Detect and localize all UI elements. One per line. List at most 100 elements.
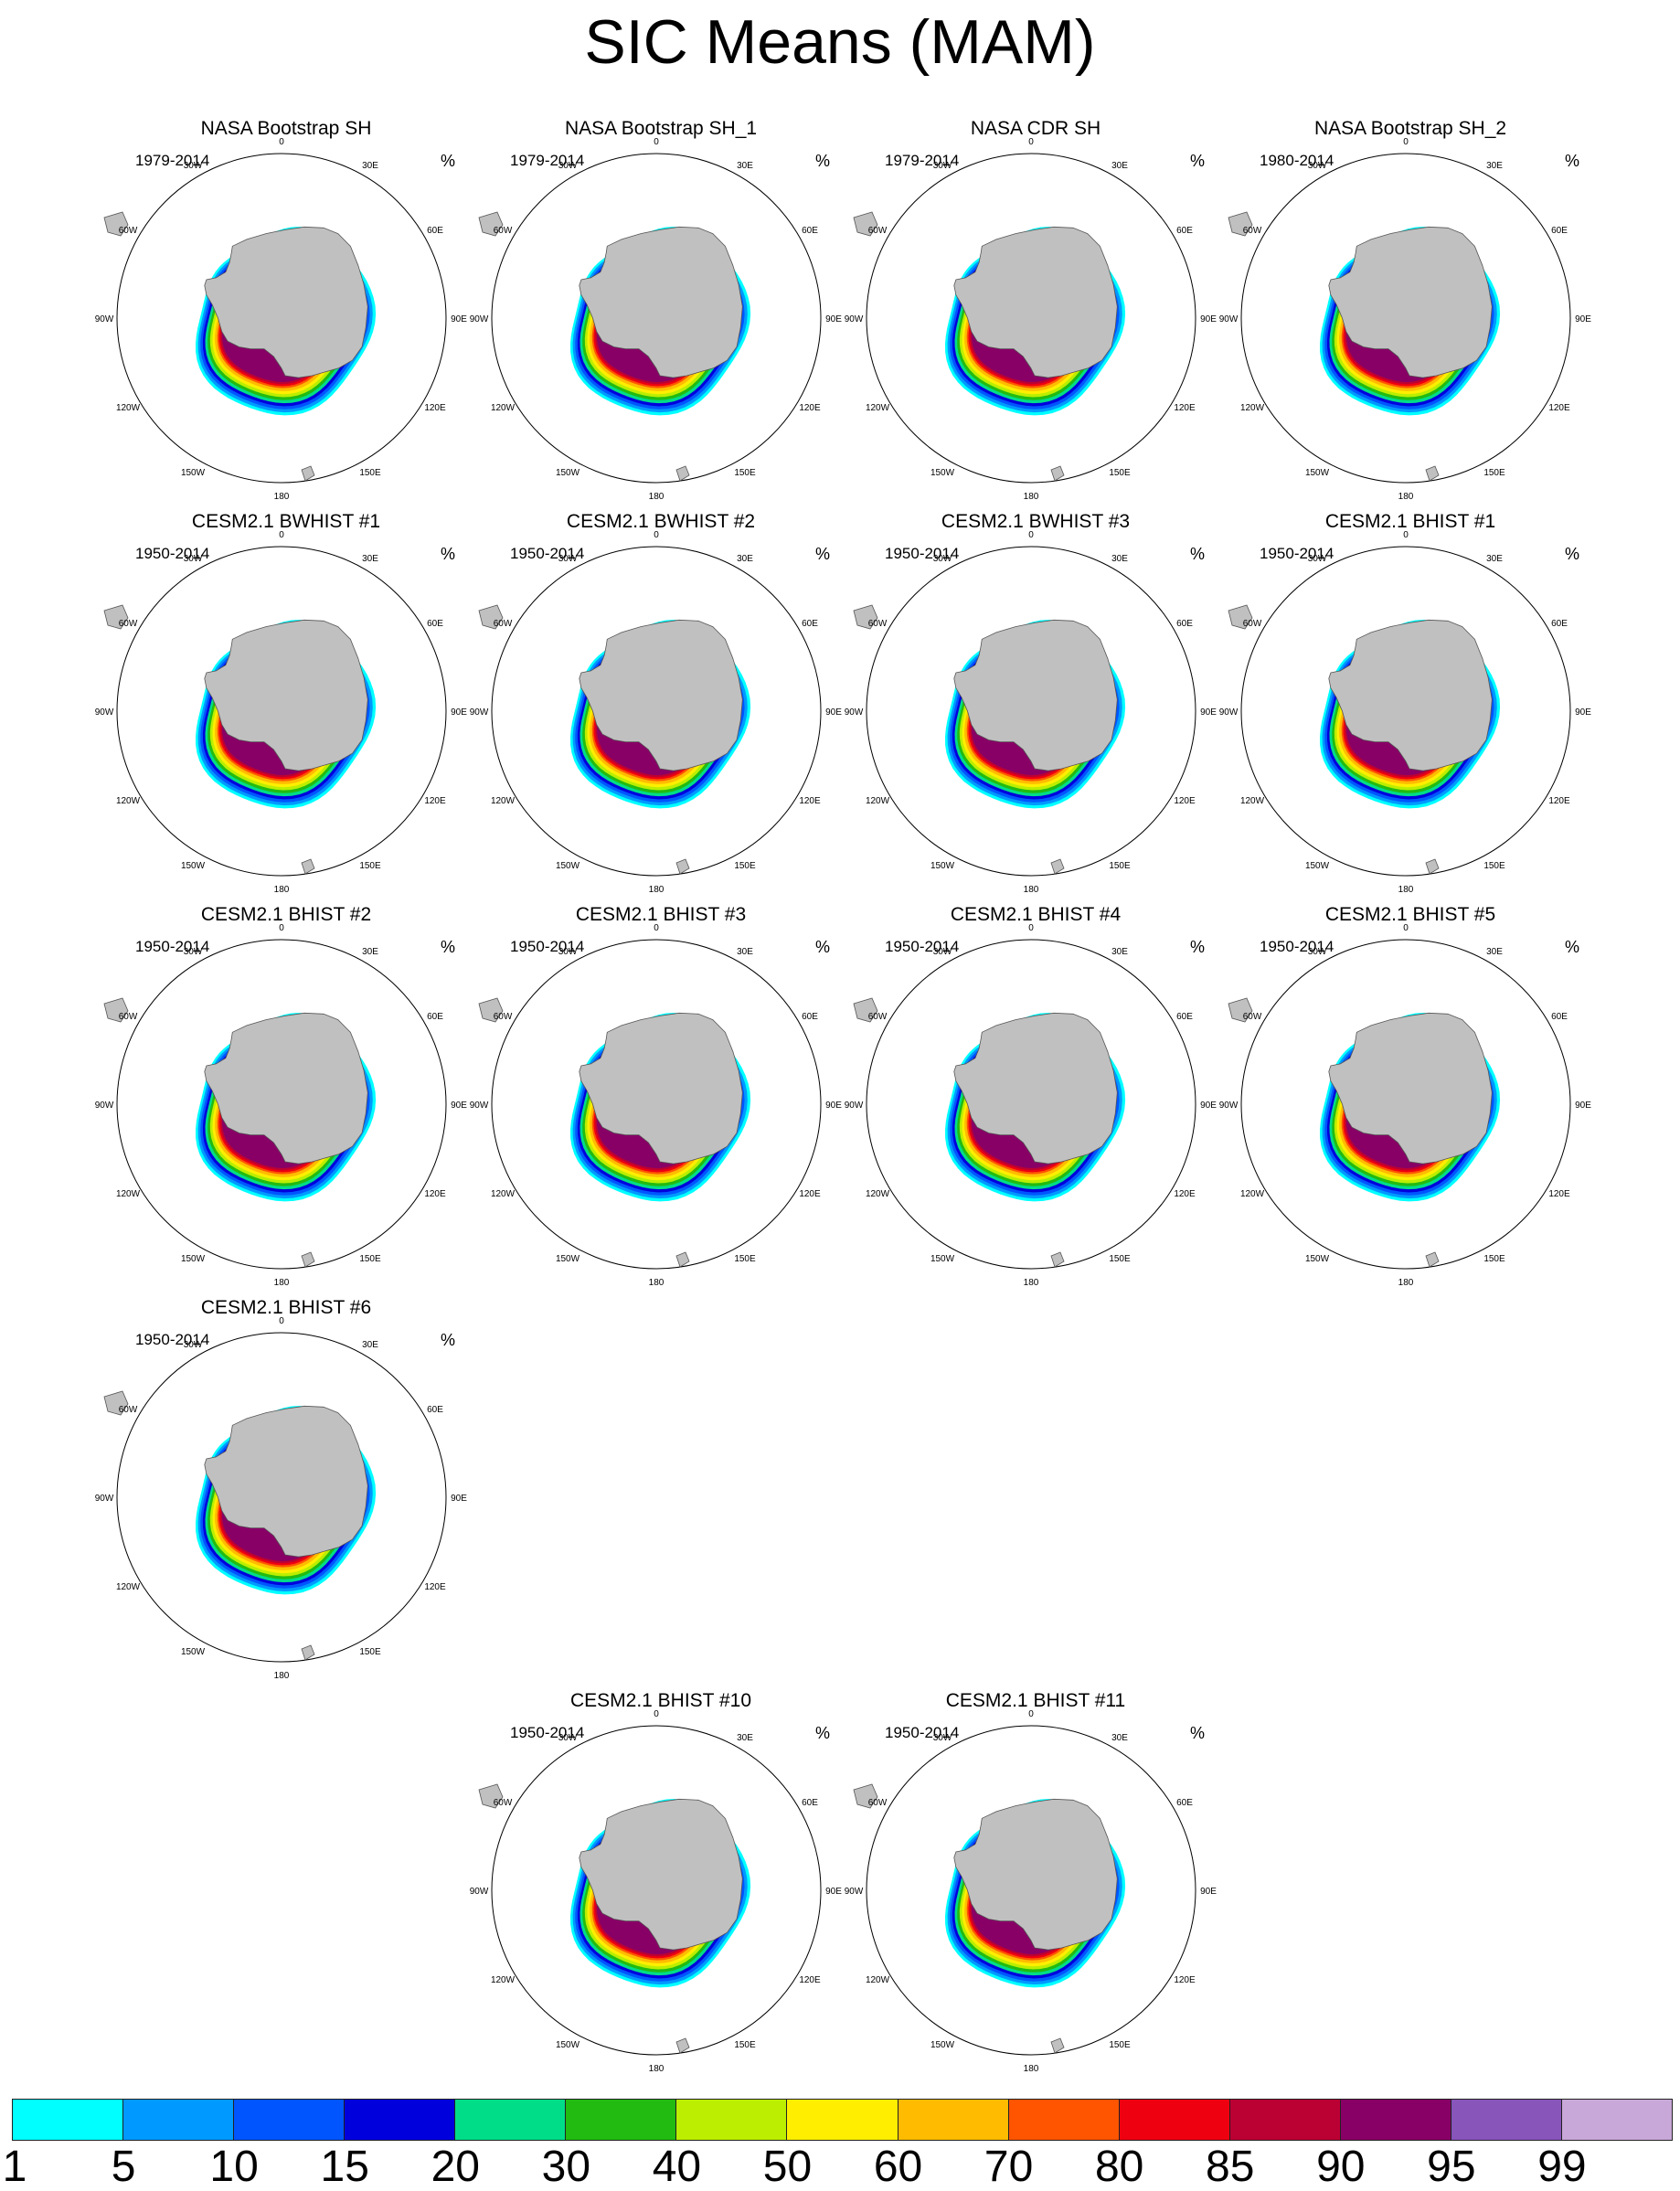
longitude-label: 30E	[1111, 161, 1128, 171]
longitude-label: 0	[654, 137, 659, 147]
longitude-label: 150E	[734, 1254, 756, 1264]
longitude-label: 90W	[845, 707, 864, 718]
longitude-label: 90E	[1200, 1101, 1217, 1111]
longitude-label: 90E	[1575, 707, 1591, 718]
panel-unit: %	[1189, 1724, 1205, 1742]
south-america-landmass	[478, 211, 504, 237]
colorbar-swatch	[454, 2099, 567, 2141]
longitude-label: 60W	[119, 619, 138, 629]
south-america-landmass	[1228, 211, 1253, 237]
longitude-label: 90E	[451, 1101, 467, 1111]
longitude-label: 120E	[1174, 1189, 1196, 1199]
panel-title: CESM2.1 BHIST #1	[1324, 511, 1496, 532]
panel-title: CESM2.1 BWHIST #2	[566, 511, 756, 532]
longitude-label: 120W	[866, 796, 890, 806]
longitude-label: 30E	[1486, 947, 1503, 957]
longitude-label: 90E	[825, 707, 842, 718]
colorbar-labels: 1 5 10 15 20 30 40 50 60 70 80 85 90 95 99	[0, 2143, 1680, 2191]
longitude-label: 150E	[359, 1647, 381, 1657]
south-america-landmass	[853, 211, 878, 237]
longitude-label: 120W	[491, 403, 516, 413]
map-panel: CESM2.1 BWHIST #3 1950-2014% 0 30E 60E 90E 120…	[845, 510, 1223, 903]
longitude-label: 150W	[181, 1254, 206, 1264]
longitude-label: 60E	[1551, 619, 1568, 629]
antarctica-landmass	[204, 1405, 368, 1558]
colorbar-swatch	[122, 2099, 235, 2141]
colorbar-swatch	[1118, 2099, 1230, 2141]
map-panel: CESM2.1 BHIST #11 1950-2014% 0 30E 60E 90E 120…	[845, 1689, 1223, 2082]
island-landmass	[1050, 1251, 1065, 1268]
longitude-label: 150W	[930, 861, 955, 871]
longitude-label: 60E	[802, 1798, 818, 1808]
antarctica-landmass	[579, 1012, 743, 1165]
longitude-label: 180	[1398, 885, 1414, 895]
antarctica-landmass	[204, 1012, 368, 1165]
panel-title: CESM2.1 BHIST #5	[1324, 904, 1496, 925]
polar-map: 0 30E 60E 90E 120E 150E 180 150W 120W 90W 60W 30W	[1219, 923, 1592, 1288]
longitude-label: 60W	[1243, 226, 1262, 236]
longitude-label: 180	[1024, 2064, 1039, 2074]
panel-title: CESM2.1 BWHIST #1	[191, 511, 381, 532]
colorbar-tick-label: 50	[762, 2143, 813, 2191]
longitude-label: 0	[654, 923, 659, 933]
longitude-label: 90W	[845, 1887, 864, 1897]
polar-map: 0 30E 60E 90E 120E 150E 180 150W 120W 90W 60W 30W	[95, 923, 468, 1288]
longitude-label: 60E	[427, 226, 443, 236]
longitude-label: 60E	[1551, 226, 1568, 236]
island-landmass	[1050, 2037, 1065, 2054]
map-panel: CESM2.1 BWHIST #2 1950-2014% 0 30E 60E 90E 120…	[470, 510, 848, 903]
longitude-label: 60W	[494, 1798, 513, 1808]
colorbar	[12, 2099, 1673, 2141]
longitude-label: 60W	[868, 619, 888, 629]
longitude-label: 90E	[825, 314, 842, 324]
panel-period: 1980-2014	[1260, 152, 1334, 169]
longitude-label: 150E	[1483, 468, 1505, 478]
longitude-label: 120E	[1174, 796, 1196, 806]
longitude-label: 150W	[930, 2040, 955, 2050]
panel-unit: %	[1564, 938, 1579, 956]
longitude-label: 150E	[734, 468, 756, 478]
longitude-label: 150E	[1109, 2040, 1131, 2050]
island-landmass	[675, 1251, 690, 1268]
panel-title: CESM2.1 BHIST #3	[575, 904, 747, 925]
longitude-label: 30W	[933, 1733, 952, 1743]
map-panel: NASA Bootstrap SH_1 1979-2014% 0 30E 60E 90E 1…	[470, 117, 848, 510]
island-landmass	[301, 858, 315, 875]
panel-period: 1979-2014	[510, 152, 585, 169]
longitude-label: 30W	[558, 1733, 578, 1743]
antarctica-landmass	[204, 226, 368, 378]
panel-period: 1950-2014	[135, 1331, 210, 1348]
panel-unit: %	[440, 1331, 455, 1349]
polar-map: 0 30E 60E 90E 120E 150E 180 150W 120W 90W 60W 30W	[95, 1316, 468, 1681]
south-america-landmass	[853, 997, 878, 1023]
panel-unit: %	[1189, 152, 1205, 170]
panel-unit: %	[1189, 938, 1205, 956]
longitude-label: 30E	[362, 1340, 378, 1350]
longitude-label: 150W	[181, 1647, 206, 1657]
longitude-label: 30W	[558, 554, 578, 564]
longitude-label: 180	[1024, 885, 1039, 895]
panel-title: NASA Bootstrap SH_2	[1313, 118, 1507, 139]
longitude-label: 60W	[494, 1012, 513, 1022]
panel-unit: %	[814, 938, 830, 956]
longitude-label: 150W	[181, 468, 206, 478]
longitude-label: 120E	[1174, 403, 1196, 413]
panel-title: CESM2.1 BHIST #4	[950, 904, 1122, 925]
colorbar-swatch	[1450, 2099, 1562, 2141]
longitude-label: 0	[1028, 1709, 1034, 1719]
panel-title: NASA Bootstrap SH	[200, 118, 372, 139]
longitude-label: 0	[654, 1709, 659, 1719]
longitude-label: 60E	[1176, 1012, 1193, 1022]
longitude-label: 180	[274, 885, 290, 895]
south-america-landmass	[478, 1783, 504, 1809]
longitude-label: 30E	[1111, 554, 1128, 564]
longitude-label: 120E	[799, 796, 821, 806]
longitude-label: 60E	[802, 1012, 818, 1022]
panel-period: 1950-2014	[510, 938, 585, 955]
south-america-landmass	[103, 1390, 129, 1416]
antarctica-landmass	[579, 226, 743, 378]
longitude-label: 90E	[1200, 314, 1217, 324]
panel-unit: %	[814, 152, 830, 170]
longitude-label: 30E	[737, 947, 753, 957]
panel-period: 1950-2014	[510, 1724, 585, 1741]
